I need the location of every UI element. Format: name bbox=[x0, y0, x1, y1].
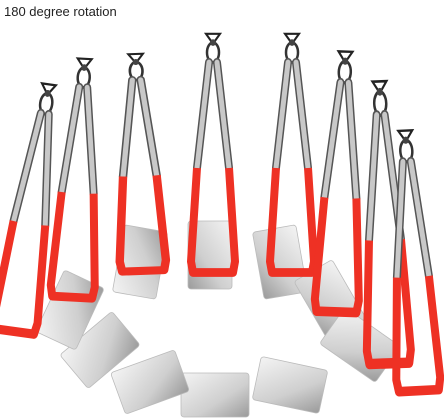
sling bbox=[50, 58, 106, 299]
block bbox=[180, 372, 250, 418]
block bbox=[251, 356, 329, 414]
title: 180 degree rotation bbox=[4, 4, 117, 19]
